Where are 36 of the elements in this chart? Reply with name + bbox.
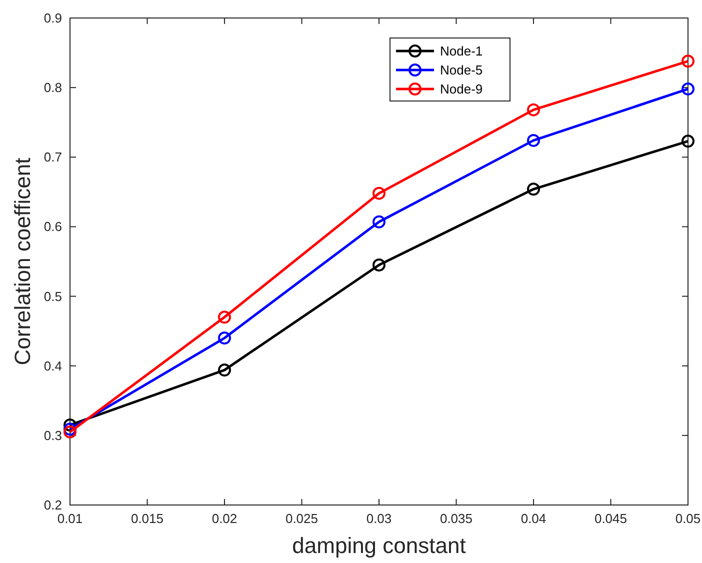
- point: [64, 425, 76, 438]
- x-axis-title: damping constant: [292, 533, 466, 558]
- y-tick-label: 0.5: [44, 288, 62, 304]
- x-tick-label: 0.05: [675, 511, 701, 526]
- x-tick-label: 0.015: [130, 511, 164, 526]
- legend-label: Node-9: [440, 82, 483, 96]
- point: [527, 134, 540, 147]
- x-tick-label: 0.02: [212, 511, 238, 526]
- y-tick-label: 0.4: [44, 358, 62, 374]
- point: [218, 364, 231, 377]
- x-tick-label: 0.01: [57, 511, 83, 526]
- point: [682, 82, 694, 96]
- y-axis-title: Correlation coefficent: [10, 158, 35, 366]
- y-tick-label: 0.9: [44, 10, 62, 26]
- x-tick-label: 0.04: [520, 511, 546, 526]
- point: [218, 332, 231, 345]
- point: [527, 103, 540, 116]
- x-tick-label: 0.03: [366, 511, 392, 526]
- point: [372, 258, 386, 272]
- legend-label: Node-1: [440, 44, 483, 58]
- point: [527, 182, 540, 196]
- point: [682, 54, 694, 68]
- y-tick-label: 0.7: [44, 150, 62, 165]
- x-tick-label: 0.045: [594, 511, 628, 526]
- y-tick-label: 0.2: [44, 498, 62, 512]
- point: [64, 422, 76, 436]
- legend-label: Node-5: [440, 62, 483, 78]
- point: [218, 310, 231, 324]
- y-tick-label: 0.8: [44, 80, 62, 96]
- x-tick-label: 0.035: [440, 511, 473, 526]
- x-tick-label: 0.025: [285, 511, 318, 526]
- point: [372, 186, 386, 200]
- y-tick-label: 0.3: [44, 428, 62, 443]
- y-tick-label: 0.6: [44, 219, 62, 234]
- point: [682, 134, 694, 148]
- point: [372, 215, 386, 228]
